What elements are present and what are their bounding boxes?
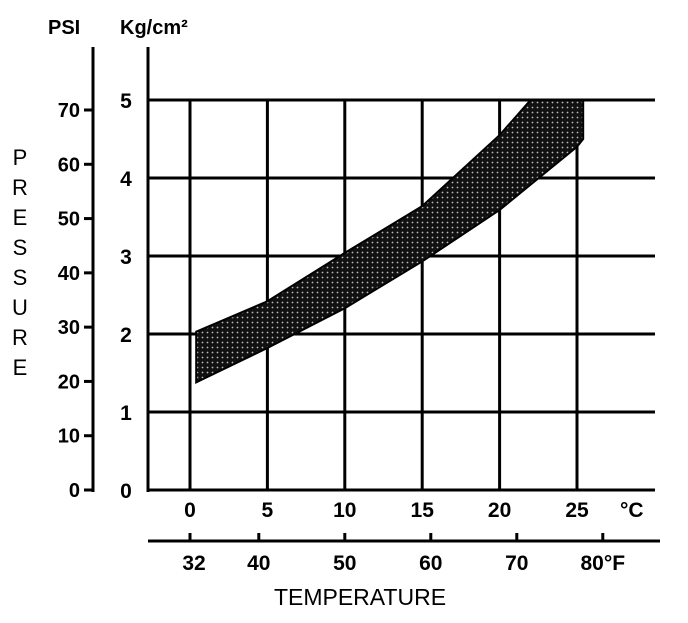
pressure-band [195, 99, 585, 384]
psi-tick-label: 0 [69, 480, 80, 502]
pressure-letter: R [12, 325, 28, 350]
x-axis-title: TEMPERATURE [274, 584, 446, 610]
grid [148, 98, 655, 490]
fahrenheit-tick-label: 80°F [581, 552, 626, 575]
kg-tick-label: 1 [120, 402, 132, 425]
psi-tick-label: 60 [58, 154, 80, 176]
fahrenheit-tick-label: 70 [505, 552, 528, 575]
pressure-letter: U [12, 295, 28, 320]
pressure-letter: S [13, 235, 28, 260]
psi-axis-title: PSI [48, 17, 80, 39]
kg-axis-title: Kg/cm² [120, 17, 188, 39]
celsius-unit: °C [620, 499, 644, 522]
pressure-letter: E [13, 205, 28, 230]
psi-tick-label: 10 [58, 426, 80, 448]
celsius-tick-label: 5 [262, 499, 274, 522]
pressure-letter: E [13, 355, 28, 380]
kg-tick-label: 3 [120, 246, 132, 269]
celsius-tick-label: 10 [333, 499, 356, 522]
pressure-letter: R [12, 175, 28, 200]
celsius-tick-label: 20 [488, 499, 511, 522]
kg-tick-label: 5 [120, 90, 132, 113]
band-layer [195, 99, 585, 384]
psi-tick-label: 30 [58, 317, 80, 339]
fahrenheit-tick-label: 40 [247, 552, 270, 575]
celsius-tick-label: 0 [184, 499, 196, 522]
psi-tick-label: 40 [58, 263, 80, 285]
fahrenheit-tick-label: 60 [419, 552, 442, 575]
fahrenheit-tick-label: 32 [182, 552, 205, 575]
kg-tick-label: 0 [120, 480, 132, 503]
celsius-tick-label: 15 [411, 499, 435, 522]
psi-tick-label: 20 [58, 371, 80, 393]
axes [91, 47, 660, 543]
kg-tick-label: 2 [120, 324, 132, 347]
psi-tick-label: 70 [58, 100, 80, 122]
pressure-letter: S [13, 265, 28, 290]
pressure-letter: P [13, 145, 28, 170]
psi-tick-label: 50 [58, 209, 80, 231]
kg-tick-label: 4 [120, 168, 132, 191]
celsius-tick-label: 25 [565, 499, 589, 522]
fahrenheit-tick-label: 50 [333, 552, 356, 575]
